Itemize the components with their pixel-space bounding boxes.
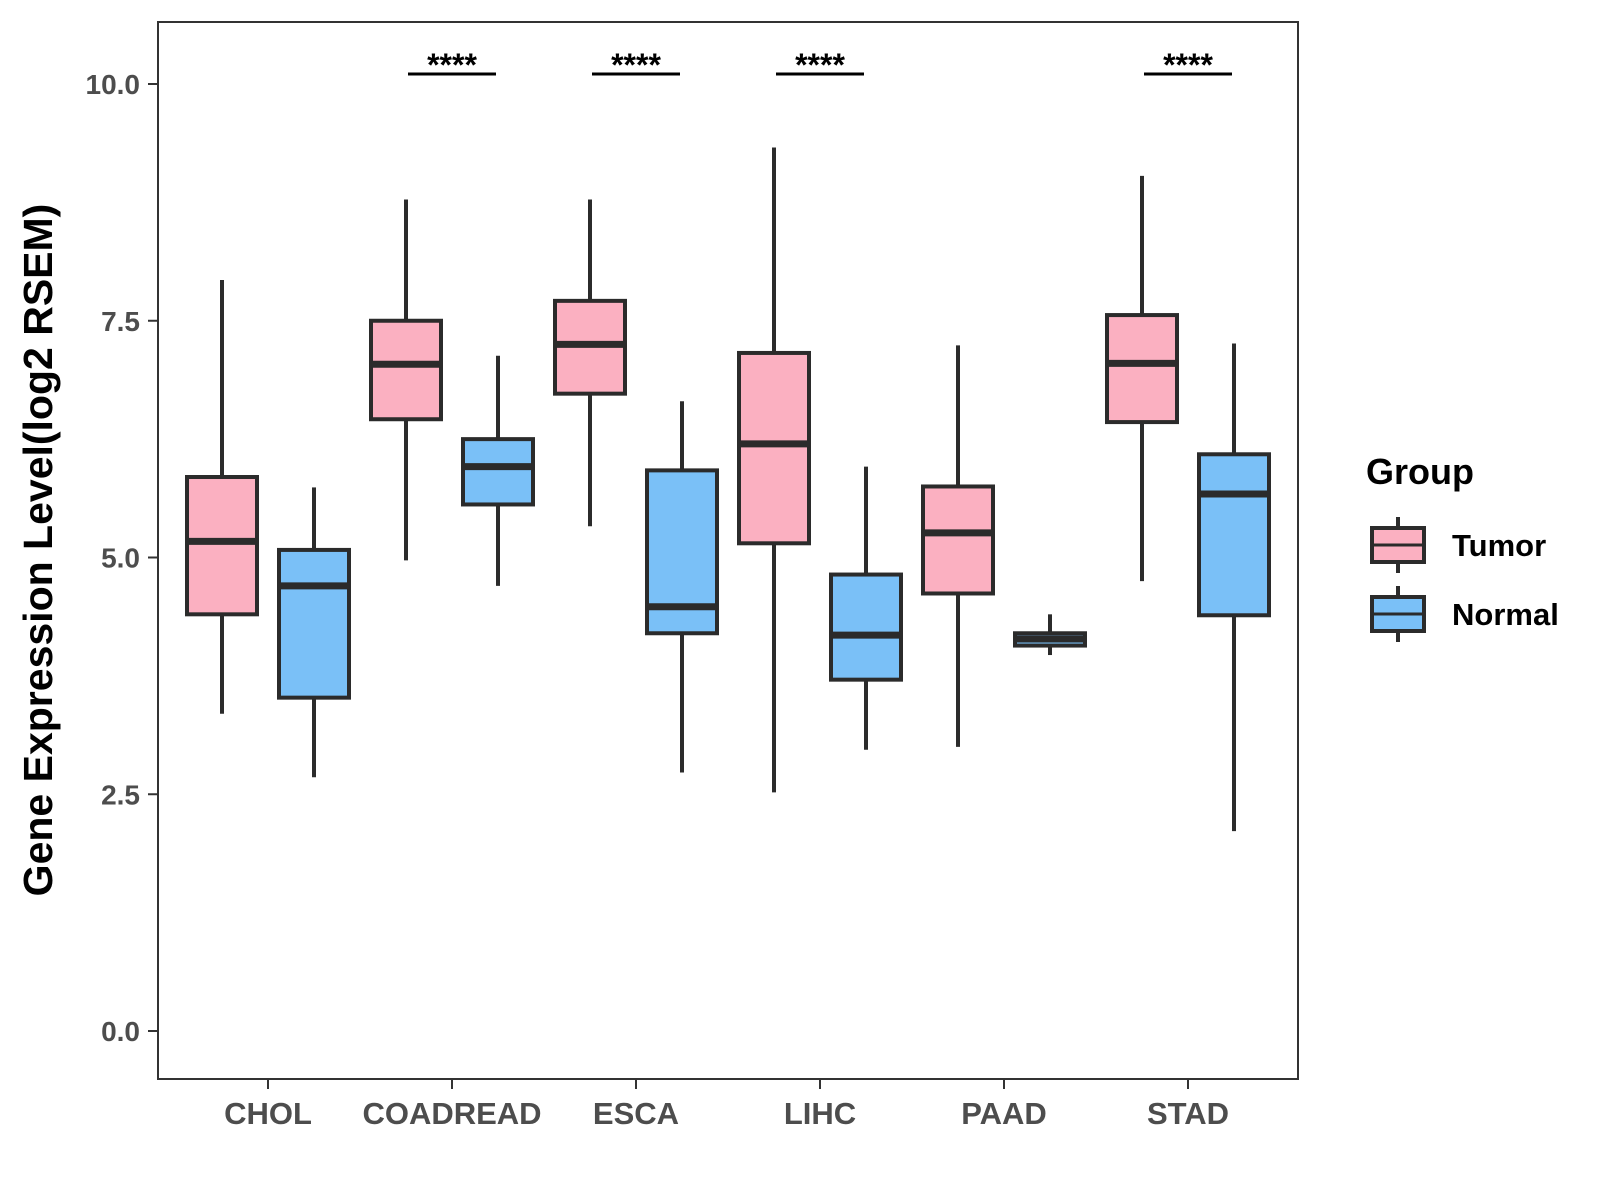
legend-label: Normal bbox=[1452, 597, 1559, 632]
y-tick-label: 0.0 bbox=[101, 1016, 140, 1047]
boxes bbox=[185, 147, 1271, 832]
legend: Group Tumor Normal bbox=[1366, 451, 1559, 642]
box-iqr bbox=[1197, 452, 1271, 618]
box-iqr bbox=[829, 572, 903, 682]
y-axis: 0.0 2.5 5.0 7.5 10.0 bbox=[86, 69, 158, 1047]
box-normal-chol bbox=[277, 487, 351, 778]
y-tick-label: 10.0 bbox=[86, 69, 141, 100]
box-iqr bbox=[277, 547, 351, 700]
box-normal-coadread bbox=[461, 355, 535, 586]
x-tick-label-chol: CHOL bbox=[224, 1096, 312, 1131]
legend-entry-tumor: Tumor bbox=[1370, 517, 1546, 573]
legend-label: Tumor bbox=[1452, 528, 1546, 563]
box-normal-paad bbox=[1013, 614, 1087, 656]
x-tick-label-lihc: LIHC bbox=[784, 1096, 856, 1131]
box-iqr bbox=[461, 437, 535, 507]
legend-title: Group bbox=[1366, 451, 1474, 492]
y-axis-title: Gene Expression Level(log2 RSEM) bbox=[15, 204, 61, 897]
y-tick-label: 2.5 bbox=[101, 779, 140, 810]
significance-label: **** bbox=[1163, 47, 1213, 83]
legend-entry-normal: Normal bbox=[1370, 586, 1559, 642]
significance-label: **** bbox=[611, 47, 661, 83]
x-tick-label-esca: ESCA bbox=[593, 1096, 679, 1131]
x-axis: CHOL COADREAD ESCA LIHC PAAD STAD bbox=[224, 1079, 1229, 1131]
box-tumor-paad bbox=[921, 345, 995, 747]
box-normal-lihc bbox=[829, 466, 903, 750]
box-iqr bbox=[737, 350, 811, 546]
box-iqr bbox=[921, 484, 995, 596]
box-iqr bbox=[1105, 313, 1179, 425]
y-tick-label: 7.5 bbox=[101, 306, 140, 337]
x-tick-label-coadread: COADREAD bbox=[362, 1096, 541, 1131]
significance-label: **** bbox=[795, 47, 845, 83]
box-tumor-stad bbox=[1105, 175, 1179, 582]
x-tick-label-stad: STAD bbox=[1147, 1096, 1229, 1131]
box-normal-stad bbox=[1197, 343, 1271, 832]
box-normal-esca bbox=[645, 401, 719, 773]
box-tumor-chol bbox=[185, 280, 259, 714]
box-iqr bbox=[369, 318, 443, 422]
box-iqr bbox=[185, 475, 259, 617]
significance-label: **** bbox=[427, 47, 477, 83]
x-tick-label-paad: PAAD bbox=[961, 1096, 1047, 1131]
box-tumor-esca bbox=[553, 199, 627, 527]
box-tumor-lihc bbox=[737, 147, 811, 793]
significance-annotations: **** **** **** **** bbox=[408, 47, 1232, 83]
y-tick-label: 5.0 bbox=[101, 543, 140, 574]
box-tumor-coadread bbox=[369, 199, 443, 561]
